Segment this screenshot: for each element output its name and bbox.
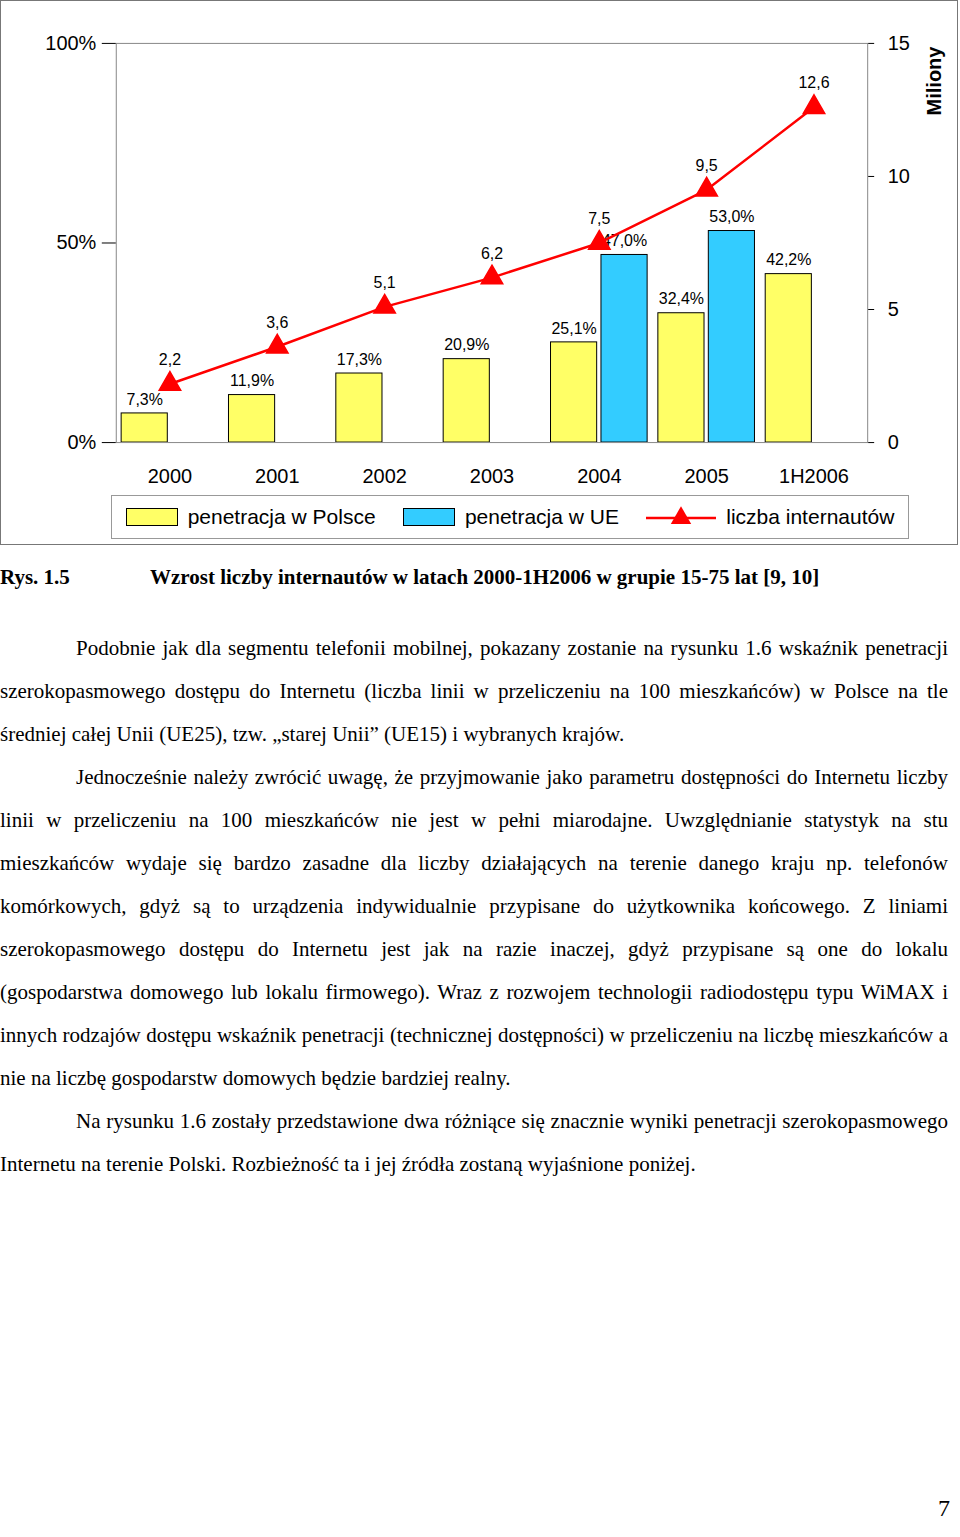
svg-text:100%: 100%: [45, 32, 96, 54]
html-text:Wzrost liczby internautów w la: Wzrost liczby internautów w latach 2000-…: [150, 565, 820, 589]
svg-text:2004: 2004: [577, 465, 621, 487]
svg-text:2003: 2003: [470, 465, 514, 487]
svg-text:1H2006: 1H2006: [779, 465, 849, 487]
svg-text:32,4%: 32,4%: [659, 290, 704, 307]
svg-text:5: 5: [888, 298, 899, 320]
svg-text:2,2: 2,2: [159, 351, 181, 368]
svg-text:5,1: 5,1: [374, 274, 396, 291]
svg-text:0: 0: [888, 431, 899, 453]
html-text:penetracja w Polsce: penetracja w Polsce: [187, 505, 376, 528]
html-text:liczba internautów: liczba internautów: [726, 505, 895, 528]
svg-text:7,3%: 7,3%: [127, 391, 163, 408]
svg-text:9,5: 9,5: [696, 157, 718, 174]
svg-text:25,1%: 25,1%: [551, 320, 596, 337]
html-text:Na rysunku 1.6 zostały przedst: Na rysunku 1.6 zostały przedstawione dwa…: [0, 1109, 948, 1176]
svg-text:2002: 2002: [362, 465, 406, 487]
html-text:Miliony: Miliony: [922, 46, 945, 116]
svg-text:47,0%: 47,0%: [601, 232, 648, 250]
svg-text:3,6: 3,6: [266, 314, 288, 331]
svg-text:50%: 50%: [56, 231, 96, 253]
html-text:Rys. 1.5: Rys. 1.5: [0, 565, 70, 589]
svg-text:2000: 2000: [148, 465, 192, 487]
html-text:penetracja w UE: penetracja w UE: [464, 505, 619, 528]
svg-text:12,6: 12,6: [798, 74, 829, 91]
html-text:7: 7: [938, 1495, 950, 1521]
svg-text:15: 15: [888, 32, 910, 54]
svg-text:10: 10: [888, 165, 910, 187]
html-text:Podobnie jak dla segmentu tele: Podobnie jak dla segmentu telefonii mobi…: [0, 636, 948, 746]
svg-text:42,2%: 42,2%: [766, 251, 811, 268]
html-text:Jednocześnie należy zwrócić uw: Jednocześnie należy zwrócić uwagę, że pr…: [0, 765, 948, 1090]
svg-text:2005: 2005: [684, 465, 728, 487]
svg-text:17,3%: 17,3%: [337, 351, 382, 368]
svg-text:53,0%: 53,0%: [709, 208, 754, 225]
svg-text:11,9%: 11,9%: [230, 372, 274, 389]
svg-text:7,5: 7,5: [588, 210, 610, 227]
svg-text:2001: 2001: [255, 465, 299, 487]
svg-text:0%: 0%: [67, 431, 96, 453]
svg-text:6,2: 6,2: [481, 245, 503, 262]
svg-text:20,9%: 20,9%: [444, 336, 489, 353]
